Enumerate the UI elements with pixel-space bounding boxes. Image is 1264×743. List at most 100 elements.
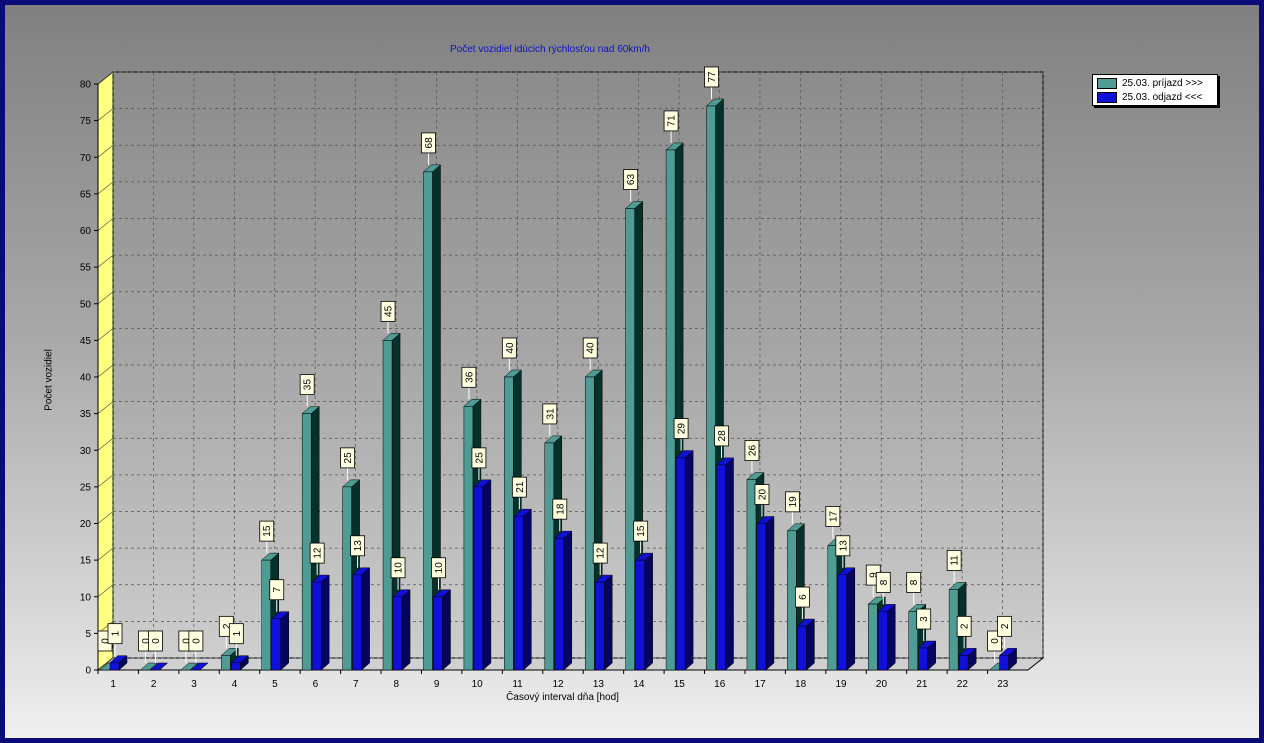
grid-line-side xyxy=(97,547,114,561)
x-tick-label: 20 xyxy=(876,679,888,690)
data-label-box xyxy=(461,366,477,388)
legend-entry-arrival: 25.03. príjazd >>> xyxy=(1097,76,1203,90)
data-label: 25 xyxy=(343,452,354,464)
data-label: 12 xyxy=(596,547,607,559)
data-label-box xyxy=(794,586,810,608)
data-label-box xyxy=(340,447,356,469)
grid-line-side xyxy=(97,254,114,268)
data-label: 10 xyxy=(434,562,445,574)
bar-top-1 xyxy=(190,662,209,671)
data-label-box xyxy=(511,476,527,498)
x-tick-label: 11 xyxy=(512,679,523,690)
x-tick-label: 23 xyxy=(997,679,1009,690)
grid-line-side xyxy=(97,401,114,414)
data-label: 8 xyxy=(909,579,920,585)
bar-side-1 xyxy=(725,457,734,671)
legend: 25.03. príjazd >>> 25.03. odjazd <<< xyxy=(1092,74,1218,106)
data-label: 25 xyxy=(474,452,485,464)
data-label-box xyxy=(673,418,689,439)
bar-side-1 xyxy=(684,450,694,671)
y-tick-label: 75 xyxy=(80,116,92,127)
y-tick-label: 30 xyxy=(80,446,92,457)
bar-front-0 xyxy=(261,559,271,671)
data-label: 0 xyxy=(151,638,162,644)
legend-label-departure: 25.03. odjazd <<< xyxy=(1122,91,1203,103)
bar-front-1 xyxy=(999,655,1009,671)
bar-front-1 xyxy=(594,581,605,671)
data-label: 31 xyxy=(545,408,556,420)
bar-side-1 xyxy=(846,567,856,671)
data-label-box xyxy=(582,337,598,359)
data-label: 7 xyxy=(272,587,283,593)
bar-front-0 xyxy=(382,340,393,671)
bar-front-0 xyxy=(584,376,595,671)
data-label-box xyxy=(633,520,649,542)
data-label: 28 xyxy=(717,430,728,442)
data-label-box xyxy=(835,535,851,557)
bar-side-1 xyxy=(765,515,775,671)
x-tick-label: 2 xyxy=(151,679,157,690)
data-label-box xyxy=(784,491,800,513)
bar-front-1 xyxy=(473,486,484,671)
data-label: 1 xyxy=(232,630,243,636)
data-label-box xyxy=(744,440,760,461)
bar-front-1 xyxy=(311,581,322,671)
grid-line-side xyxy=(97,181,114,195)
data-label: 15 xyxy=(262,525,273,537)
data-label: 13 xyxy=(353,540,364,552)
data-label: 68 xyxy=(424,137,435,149)
data-label: 40 xyxy=(586,342,597,354)
bar-front-0 xyxy=(665,149,676,671)
bar-front-1 xyxy=(392,596,403,671)
grid-line-side xyxy=(97,328,114,341)
data-label-box xyxy=(663,110,679,132)
data-label-box xyxy=(623,169,639,190)
y-tick-label: 5 xyxy=(85,629,91,640)
data-label-box xyxy=(431,557,446,579)
data-label: 15 xyxy=(636,525,647,537)
bar-front-1 xyxy=(352,574,362,671)
x-tick-label: 7 xyxy=(353,679,359,690)
data-label-box xyxy=(390,557,406,579)
bar-front-0 xyxy=(463,406,474,671)
x-tick-label: 9 xyxy=(434,679,440,690)
bar-front-1 xyxy=(878,611,888,671)
data-label: 63 xyxy=(626,174,637,186)
x-tick-label: 13 xyxy=(593,679,605,690)
data-label: 26 xyxy=(747,445,758,457)
data-label: 77 xyxy=(707,71,718,83)
data-label-box xyxy=(269,579,285,601)
grid-line-side xyxy=(97,291,114,305)
x-tick-label: 14 xyxy=(633,679,645,690)
bar-front-0 xyxy=(625,208,635,671)
x-tick-label: 6 xyxy=(313,679,319,690)
y-axis-title: Počet vozidiel xyxy=(43,349,55,411)
bar-front-1 xyxy=(918,647,928,671)
bar-side-1 xyxy=(563,530,573,671)
bar-side-1 xyxy=(523,508,532,671)
grid-line-side xyxy=(97,218,114,231)
data-label-box xyxy=(946,550,962,571)
data-label-box xyxy=(552,498,568,520)
y-tick-label: 70 xyxy=(80,153,92,164)
data-label-box xyxy=(916,608,932,630)
bar-side-1 xyxy=(482,479,492,671)
data-label-box xyxy=(309,542,325,564)
legend-label-arrival: 25.03. príjazd >>> xyxy=(1122,77,1203,89)
x-tick-label: 4 xyxy=(232,679,238,690)
bar-side-1 xyxy=(603,574,613,671)
data-label: 0 xyxy=(101,638,112,644)
bar-front-1 xyxy=(756,523,767,671)
bar-front-1 xyxy=(675,457,686,671)
chart-title: Počet vozidiel idúcich rýchlosťou nad 60… xyxy=(450,44,650,55)
data-label: 20 xyxy=(757,489,768,501)
data-label: 3 xyxy=(919,616,930,622)
data-label-box xyxy=(299,374,315,396)
y-tick-label: 20 xyxy=(80,519,92,530)
bar-front-0 xyxy=(827,545,838,671)
data-label: 6 xyxy=(798,594,809,600)
y-tick-label: 10 xyxy=(80,592,92,603)
bar-top-0 xyxy=(180,662,199,671)
bar-side-1 xyxy=(280,611,289,671)
data-label-box xyxy=(107,623,123,645)
